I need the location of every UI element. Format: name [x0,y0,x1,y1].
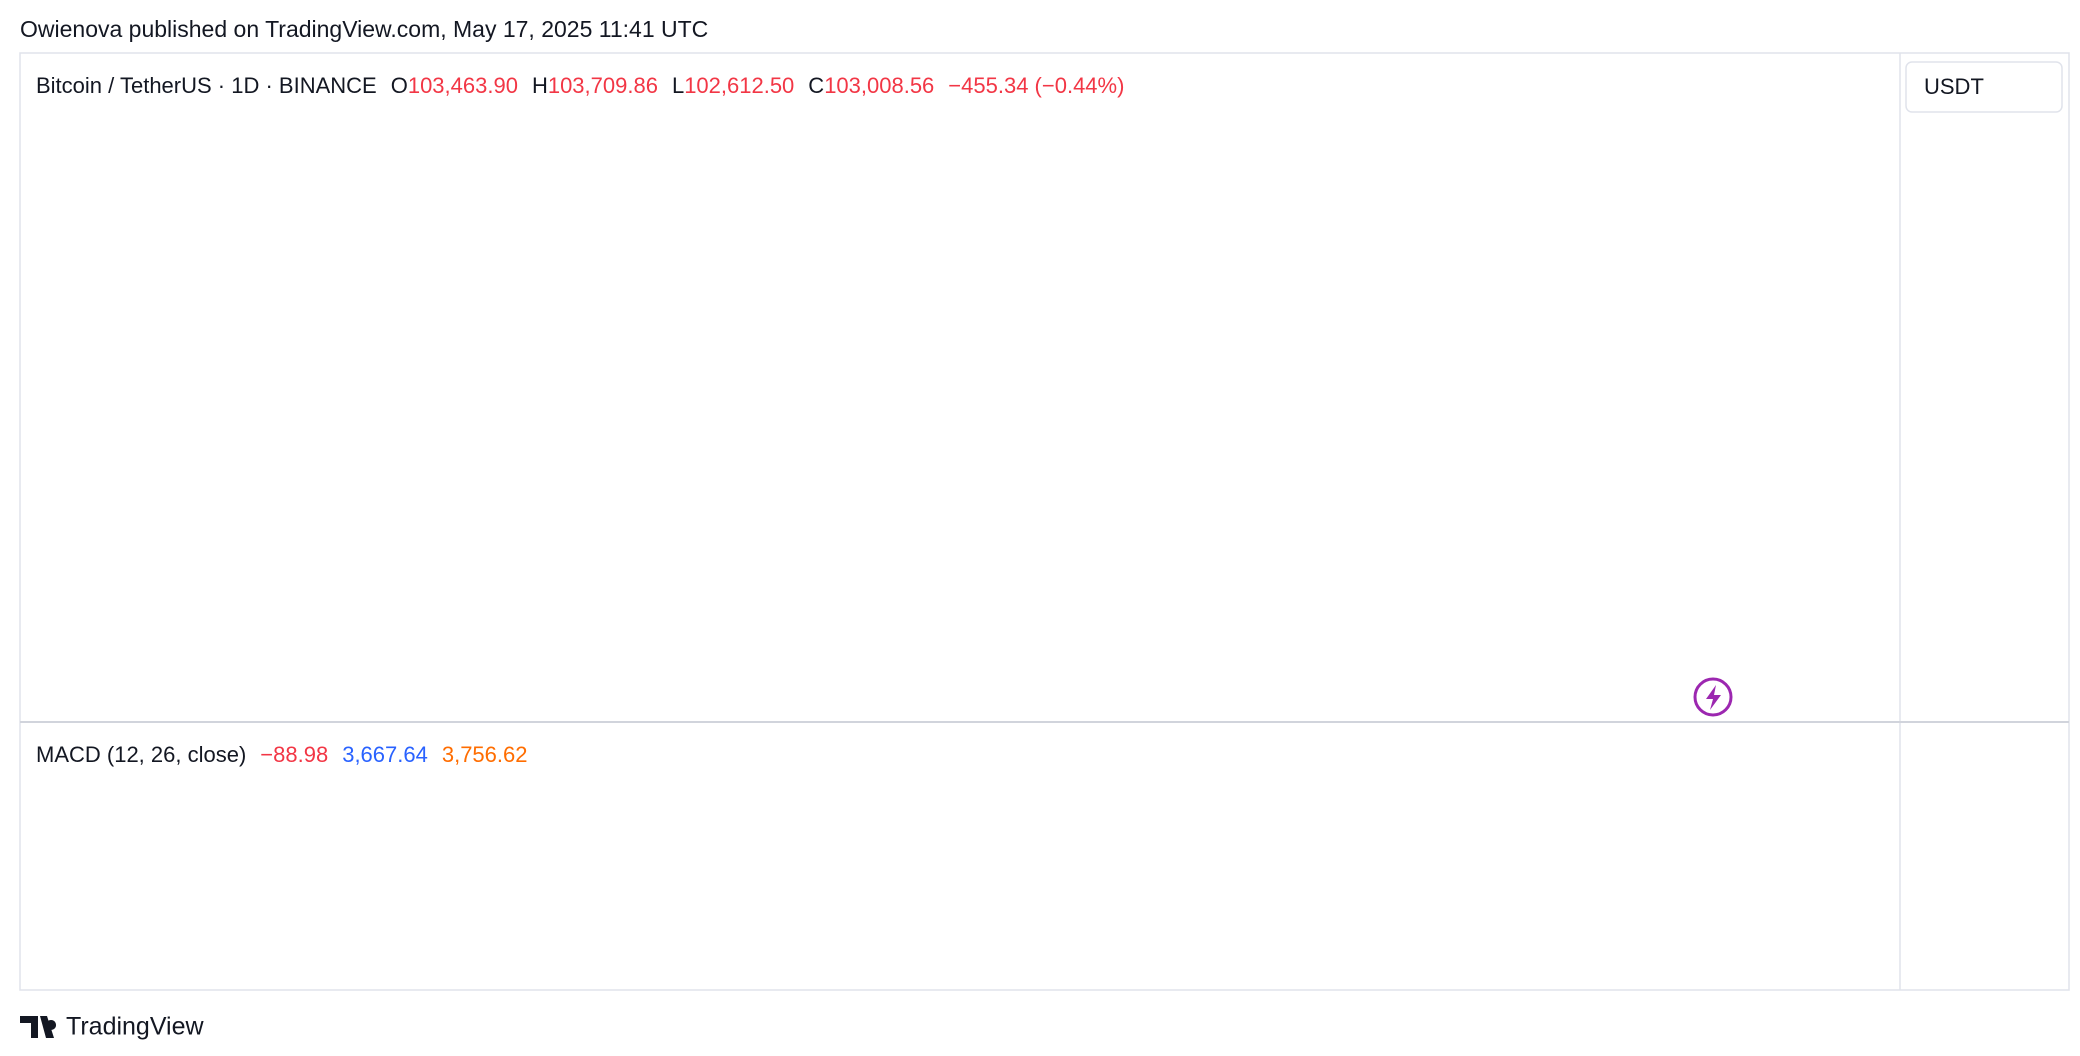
logo-mark [20,1016,57,1038]
alert-icon[interactable] [1693,677,1733,717]
low-label: L [672,73,684,98]
currency-button[interactable] [1905,61,2063,113]
open-value: 103,463.90 [408,73,518,98]
low-value: 102,612.50 [684,73,794,98]
high-value: 103,709.86 [548,73,658,98]
currency[interactable]: USDT [1924,74,1984,99]
alert-bolt[interactable] [1706,685,1721,710]
symbol-title: Bitcoin / TetherUS · 1D · BINANCE [36,73,377,98]
hist-value: −88.98 [260,742,328,767]
legend: Bitcoin / TetherUS · 1D · BINANCE O103,46… [36,73,1124,98]
open-label: O [391,73,408,98]
frame [19,52,2070,991]
close-label: C [808,73,824,98]
change: −455.34 (−0.44%) [948,73,1124,98]
close-value: 103,008.56 [824,73,934,98]
brand: TradingView [66,1013,205,1041]
high-label: H [532,73,548,98]
macd-value: 3,667.64 [342,742,428,767]
macd-legend: MACD (12, 26, close) −88.98 3,667.64 3,756.… [36,742,527,767]
macd-title: MACD (12, 26, close) [36,742,246,767]
logo [20,1016,57,1038]
signal-value: 3,756.62 [442,742,528,767]
publish-note: Owienova published on TradingView.com, M… [20,16,708,42]
